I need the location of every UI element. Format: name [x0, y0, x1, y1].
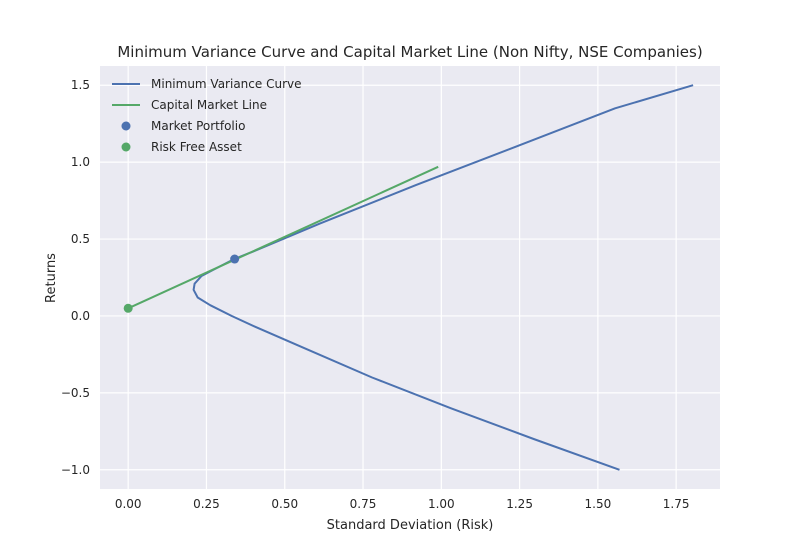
y-axis-ticks: −1.0 −0.5 0.0 0.5 1.0 1.5	[61, 78, 90, 477]
y-tick-label: 0.5	[71, 232, 90, 246]
x-axis-ticks: 0.00 0.25 0.50 0.75 1.00 1.25 1.50 1.75	[115, 497, 690, 511]
x-axis-label: Standard Deviation (Risk)	[327, 518, 494, 533]
x-tick-label: 0.00	[115, 497, 142, 511]
legend-swatch-market-portfolio	[121, 121, 131, 131]
y-tick-label: −0.5	[61, 386, 90, 400]
capital-market-line-line	[127, 165, 439, 310]
x-tick-label: 0.25	[193, 497, 220, 511]
y-tick-label: 0.0	[71, 309, 90, 323]
x-tick-label: 1.25	[506, 497, 533, 511]
x-tick-label: 1.00	[428, 497, 455, 511]
plot-area	[100, 66, 720, 489]
series-layer	[123, 84, 694, 471]
x-tick-label: 0.50	[271, 497, 298, 511]
risk-free-asset-point	[123, 303, 133, 313]
market-portfolio-point	[230, 254, 240, 264]
x-tick-label: 1.75	[663, 497, 690, 511]
legend-label-market-portfolio: Market Portfolio	[151, 119, 245, 133]
legend-label-capital-market-line: Capital Market Line	[151, 98, 267, 112]
x-tick-label: 1.50	[585, 497, 612, 511]
y-axis-label: Returns	[44, 253, 59, 303]
y-tick-label: 1.5	[71, 78, 90, 92]
y-tick-label: 1.0	[71, 155, 90, 169]
legend-swatch-risk-free-asset	[121, 142, 131, 152]
legend-label-risk-free-asset: Risk Free Asset	[151, 140, 242, 154]
y-tick-label: −1.0	[61, 463, 90, 477]
legend: Minimum Variance Curve Capital Market Lin…	[112, 77, 301, 154]
chart-title: Minimum Variance Curve and Capital Marke…	[117, 43, 702, 61]
legend-label-minimum-variance-curve: Minimum Variance Curve	[151, 77, 301, 91]
x-tick-label: 0.75	[350, 497, 377, 511]
minimum-variance-curve-line	[192, 84, 694, 471]
